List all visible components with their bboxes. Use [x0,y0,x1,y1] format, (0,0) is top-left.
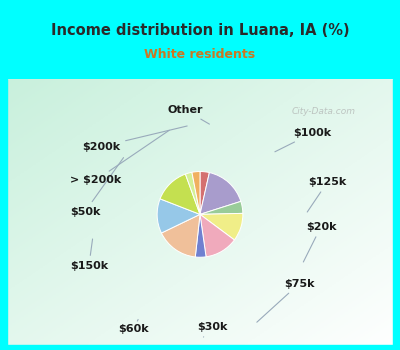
Text: $125k: $125k [307,177,347,212]
Bar [393,79,400,350]
Wedge shape [200,214,234,257]
Text: $20k: $20k [303,222,336,262]
Text: > $200k: > $200k [70,130,169,186]
Text: City-Data.com: City-Data.com [292,107,356,116]
Wedge shape [200,214,243,240]
Wedge shape [162,214,200,257]
Text: $60k: $60k [118,320,149,334]
Text: $30k: $30k [197,322,227,337]
Text: $50k: $50k [70,158,124,217]
Text: Other: Other [167,105,210,124]
Text: $75k: $75k [257,279,314,322]
Wedge shape [192,172,200,214]
Wedge shape [186,172,200,214]
Text: Income distribution in Luana, IA (%): Income distribution in Luana, IA (%) [51,23,349,38]
Bar [0,345,400,350]
Wedge shape [200,172,209,214]
Wedge shape [200,201,243,214]
Wedge shape [157,199,200,233]
Text: $150k: $150k [70,239,108,271]
Text: $200k: $200k [82,126,187,152]
Wedge shape [195,214,206,257]
Text: $100k: $100k [275,128,332,152]
Text: White residents: White residents [144,48,256,61]
Wedge shape [200,173,241,214]
Bar [0,79,7,350]
Wedge shape [160,174,200,214]
